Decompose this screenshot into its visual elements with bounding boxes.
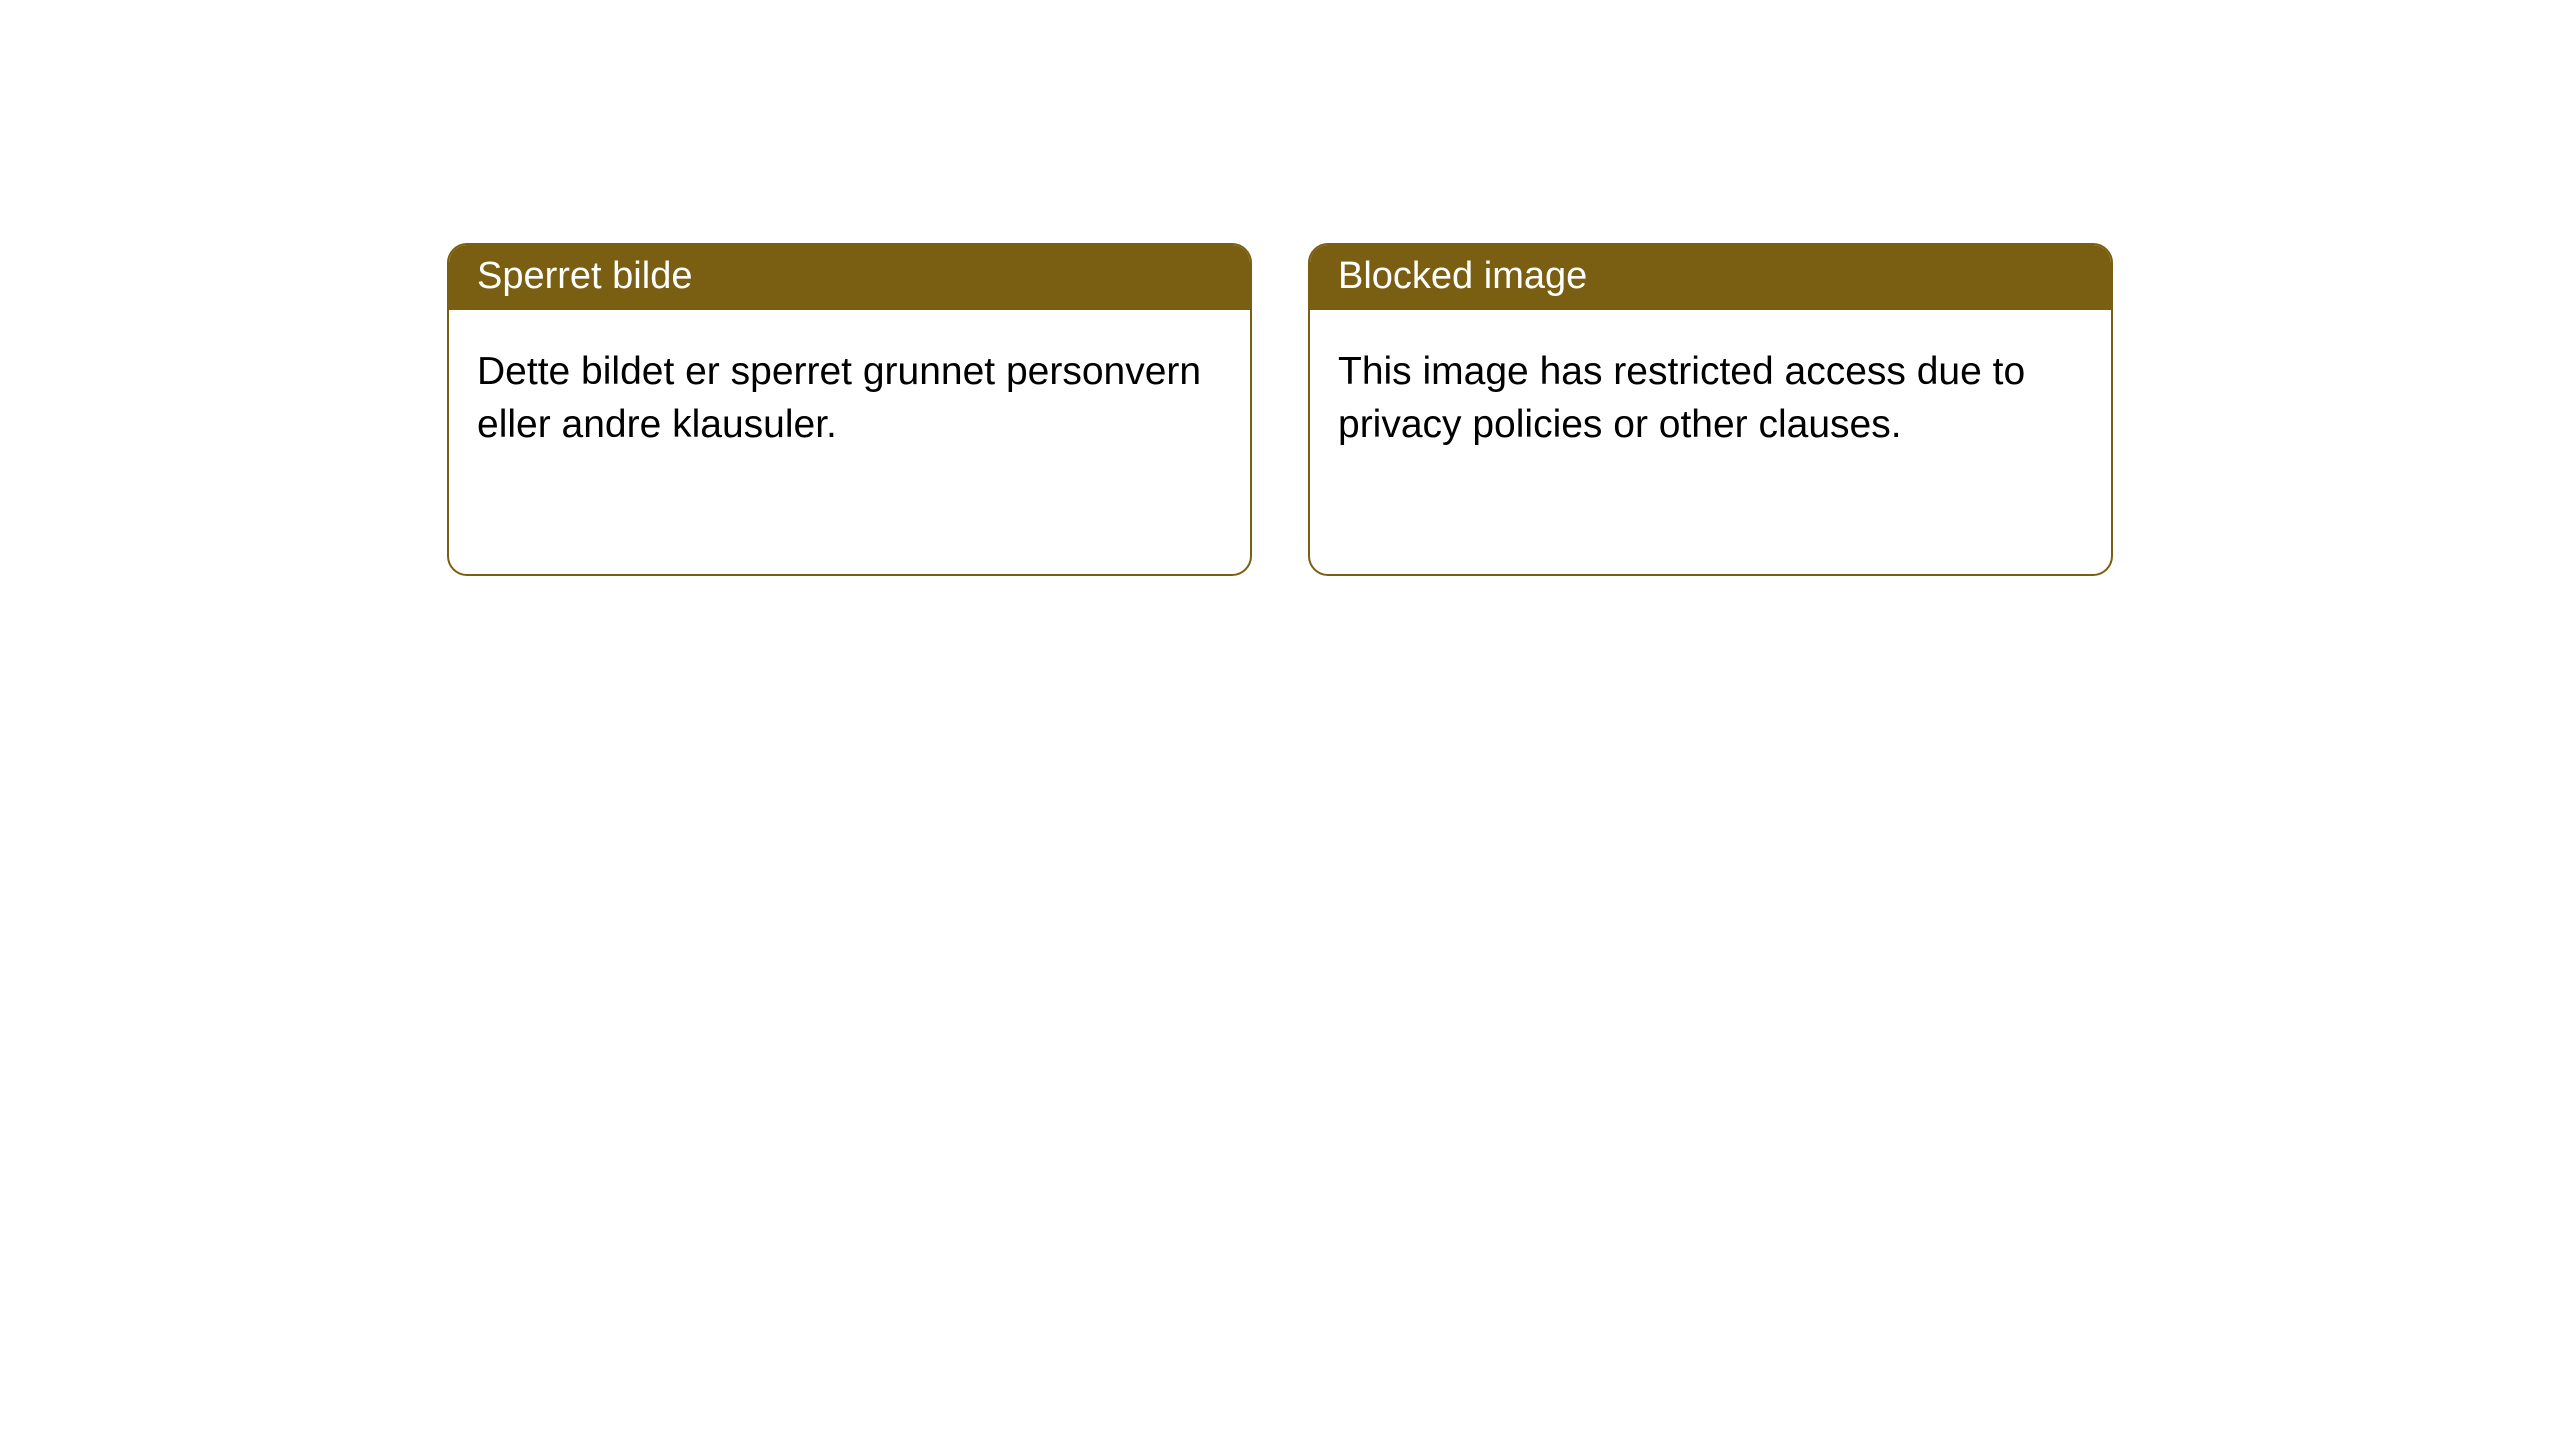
card-body-text: Dette bildet er sperret grunnet personve… (477, 350, 1201, 446)
notice-card-english: Blocked image This image has restricted … (1308, 243, 2113, 576)
card-body: This image has restricted access due to … (1310, 310, 2111, 479)
card-body: Dette bildet er sperret grunnet personve… (449, 310, 1250, 479)
card-header: Blocked image (1310, 245, 2111, 310)
card-header: Sperret bilde (449, 245, 1250, 310)
card-title: Blocked image (1338, 255, 1587, 297)
notice-card-norwegian: Sperret bilde Dette bildet er sperret gr… (447, 243, 1252, 576)
card-body-text: This image has restricted access due to … (1338, 350, 2025, 446)
card-title: Sperret bilde (477, 255, 692, 297)
notice-cards-container: Sperret bilde Dette bildet er sperret gr… (0, 0, 2560, 576)
